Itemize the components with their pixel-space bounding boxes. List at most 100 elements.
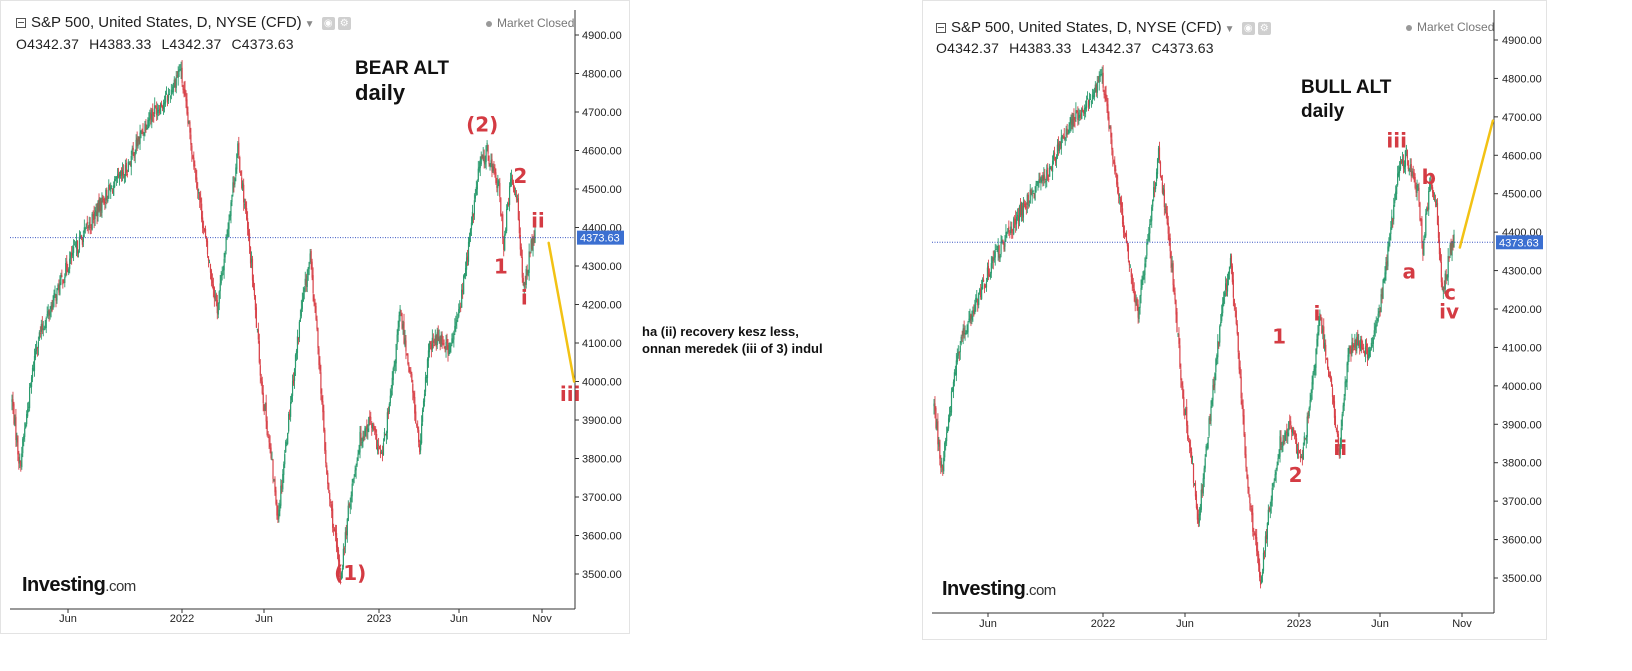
candle-body: [1199, 508, 1201, 516]
candle-body: [1177, 333, 1179, 335]
candle-body: [1259, 579, 1262, 586]
candle-body: [991, 257, 993, 264]
candle-body: [1180, 369, 1182, 381]
candle-body: [1276, 465, 1278, 470]
candle-body: [1398, 166, 1401, 173]
candle-body: [404, 338, 406, 347]
candle-body: [1231, 266, 1233, 283]
candle-body: [1189, 447, 1192, 452]
candle-body: [183, 89, 185, 91]
symbol-header[interactable]: S&P 500, United States, D, NYSE (CFD) ▼ ◉…: [16, 14, 351, 31]
candle-body: [998, 245, 1000, 258]
candle-body: [971, 315, 973, 321]
candle-body: [1073, 113, 1075, 120]
candle-body: [328, 482, 330, 491]
candle-body: [1224, 283, 1227, 290]
y-tick-label: 3800.00: [582, 454, 622, 466]
collapse-icon[interactable]: [16, 18, 26, 28]
candle-body: [259, 365, 261, 376]
candle-body: [266, 420, 268, 435]
candle-body: [525, 268, 527, 285]
candle-body: [249, 246, 252, 264]
candle-body: [1191, 463, 1194, 465]
candle-body: [1034, 190, 1036, 201]
candle-body: [50, 305, 52, 310]
candle-body: [1363, 351, 1366, 354]
candle-body: [420, 440, 422, 451]
candle-body: [89, 224, 91, 227]
candle-body: [429, 342, 431, 344]
candle-body: [274, 478, 276, 493]
candle-body: [225, 238, 227, 251]
candle-body: [1293, 428, 1295, 435]
chart-title: BEAR ALT daily: [355, 57, 449, 105]
candle-body: [518, 219, 520, 234]
candle-body: [1280, 437, 1282, 445]
eye-icon[interactable]: ◉: [321, 16, 335, 30]
candle-body: [144, 123, 146, 132]
candle-body: [1388, 242, 1390, 249]
x-tick-label: Nov: [532, 613, 552, 625]
candle-body: [1009, 231, 1011, 233]
candle-body: [357, 453, 359, 461]
candle-body: [941, 464, 943, 466]
candle-body: [349, 504, 351, 508]
candle-body: [951, 388, 954, 391]
candle-body: [279, 504, 281, 512]
candle-body: [120, 170, 123, 177]
symbol-header[interactable]: S&P 500, United States, D, NYSE (CFD) ▼ ◉…: [936, 19, 1271, 36]
candle-body: [242, 183, 244, 191]
candle-body: [214, 296, 216, 298]
candle-body: [245, 201, 247, 210]
candle-body: [1189, 441, 1191, 447]
chevron-down-icon[interactable]: ▼: [304, 19, 315, 30]
collapse-icon[interactable]: [936, 23, 946, 33]
candle-body: [458, 309, 460, 317]
candle-body: [1053, 152, 1056, 155]
candle-body: [181, 67, 183, 83]
gear-icon[interactable]: ⚙: [337, 16, 351, 30]
candle-body: [1338, 448, 1340, 457]
candle-body: [958, 352, 960, 354]
candle-body: [388, 403, 390, 412]
candle-body: [1431, 184, 1433, 189]
candle-body: [377, 444, 380, 447]
wave-label: iii: [1386, 129, 1407, 153]
candle-body: [1419, 202, 1421, 221]
candle-body: [1036, 181, 1038, 183]
candle-body: [424, 377, 427, 392]
candle-body: [273, 479, 275, 481]
candle-body: [222, 270, 224, 272]
x-tick-label: Jun: [450, 613, 468, 625]
eye-icon[interactable]: ◉: [1241, 21, 1255, 35]
candle-body: [230, 202, 232, 216]
candle-body: [397, 327, 399, 335]
close-value: C4373.63: [231, 36, 294, 52]
wave-label: i: [521, 286, 528, 310]
candle-body: [978, 292, 980, 305]
gear-icon[interactable]: ⚙: [1257, 21, 1271, 35]
candle-body: [481, 155, 483, 159]
candle-body: [1443, 287, 1445, 290]
candle-body: [156, 107, 158, 116]
candle-body: [363, 436, 365, 438]
candle-body: [473, 200, 475, 215]
candle-body: [49, 311, 51, 316]
candle-body: [244, 204, 246, 206]
chart-bull-plot: 4900.004800.004700.004600.004500.004400.…: [932, 10, 1543, 630]
candle-body: [1246, 469, 1248, 479]
candle-body: [44, 326, 46, 328]
candle-body: [1333, 401, 1336, 418]
candle-body: [346, 518, 348, 536]
chevron-down-icon[interactable]: ▼: [1224, 24, 1235, 35]
candle-body: [1295, 438, 1298, 454]
candle-body: [1265, 534, 1268, 540]
candle-body: [320, 372, 322, 394]
candle-body: [332, 508, 334, 528]
candle-body: [147, 119, 149, 129]
candle-body: [161, 106, 164, 109]
candle-body: [203, 228, 206, 232]
candle-body: [33, 356, 36, 371]
candle-body: [1267, 509, 1269, 525]
x-tick-label: 2022: [1091, 618, 1115, 630]
